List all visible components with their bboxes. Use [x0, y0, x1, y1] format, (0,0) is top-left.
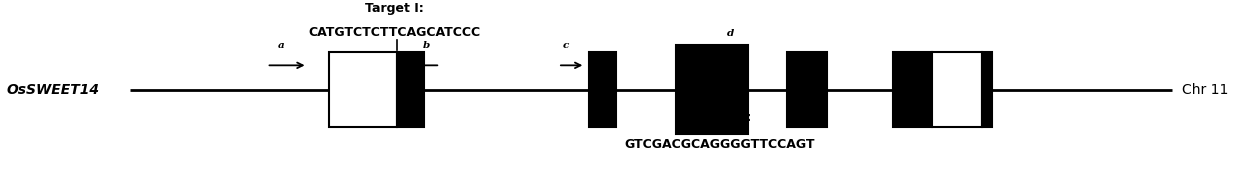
Bar — [329, 52, 397, 127]
Bar — [589, 52, 616, 127]
Text: a: a — [278, 41, 284, 50]
Text: Chr 11: Chr 11 — [1182, 83, 1228, 96]
Bar — [676, 45, 748, 134]
Bar — [787, 52, 827, 127]
Text: Target I:: Target I: — [365, 2, 424, 15]
Text: GTCGACGCAGGGGTTCCAGT: GTCGACGCAGGGGTTCCAGT — [624, 138, 815, 151]
Bar — [893, 52, 932, 127]
Text: b: b — [423, 41, 429, 50]
Bar — [932, 52, 982, 127]
Text: OsSWEET14: OsSWEET14 — [6, 83, 99, 96]
Text: Target II:: Target II: — [687, 110, 751, 124]
Bar — [982, 52, 992, 127]
Text: CATGTCTCTTCAGCATCCC: CATGTCTCTTCAGCATCCC — [309, 26, 480, 39]
Text: d: d — [727, 30, 734, 38]
Text: c: c — [562, 41, 569, 50]
Bar — [397, 52, 424, 127]
